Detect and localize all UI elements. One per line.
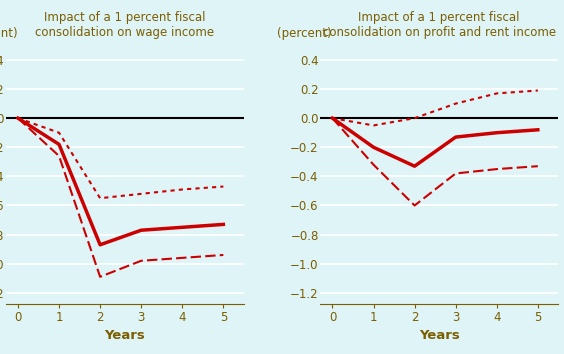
Title: Impact of a 1 percent fiscal
consolidation on profit and rent income: Impact of a 1 percent fiscal consolidati… (323, 11, 556, 39)
Text: (percent): (percent) (277, 27, 332, 40)
X-axis label: Years: Years (104, 329, 145, 342)
X-axis label: Years: Years (419, 329, 460, 342)
Title: Impact of a 1 percent fiscal
consolidation on wage income: Impact of a 1 percent fiscal consolidati… (35, 11, 214, 39)
Text: (percent): (percent) (0, 27, 17, 40)
